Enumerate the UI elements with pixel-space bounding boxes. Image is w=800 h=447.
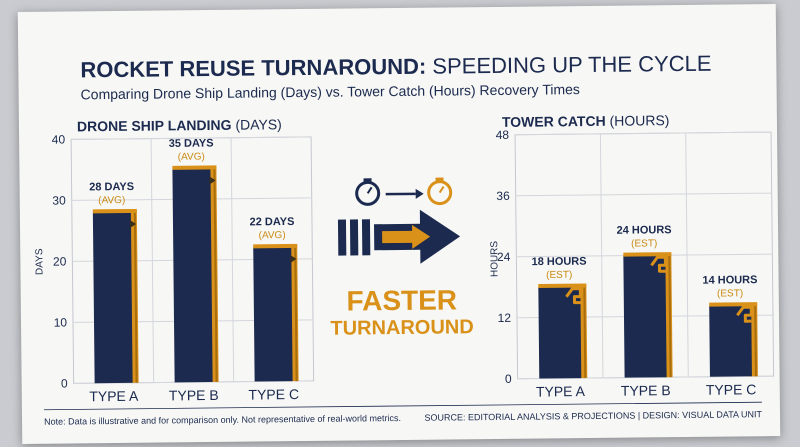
drone-ship-title-bold: DRONE SHIP LANDING [77,117,232,135]
drone-ship-y-tick-label: 0 [61,376,68,390]
drone-ship-bar-cap [172,165,217,170]
drone-ship-plot: 0 10 20 30 40 28 DAYS (AVG) TYPE A 35 DAYS (AVG) T… [52,132,315,405]
drone-ship-data-label: 28 DAYS [89,181,134,193]
drone-ship-bar-cap [253,243,298,249]
tower-catch-y-tick-label: 24 [497,250,511,264]
drone-ship-chart-title: DRONE SHIP LANDING (DAYS) [77,116,282,134]
tower-catch-y-tick-label: 36 [496,189,510,203]
drone-ship-column-divider [230,137,235,382]
tower-catch-bar-accent-edge [754,303,757,377]
turnaround-subline: TURNAROUND [330,316,474,339]
drone-ship-bar-marker [290,254,297,263]
tower-catch-gridline [515,192,772,197]
tower-catch-y-axis-label: HOURS [489,241,500,278]
tower-catch-data-label: 24 HOURS [617,224,672,237]
footer-divider [43,401,762,411]
tower-catch-title-bold: TOWER CATCH [502,113,606,130]
tower-catch-data-sublabel: (EST) [546,270,572,281]
tower-catch-y-tick-label: 12 [498,311,512,325]
drone-ship-bar-accent-edge [294,244,298,382]
arrow-right-icon [385,188,424,199]
infographic-canvas: ROCKET REUSE TURNAROUND: SPEEDING UP THE… [34,51,775,427]
tower-catch-data-label: 14 HOURS [702,274,757,287]
drone-ship-title-unit: (DAYS) [231,116,281,133]
drone-ship-column-divider [150,138,155,383]
tower-catch-bar-accent-edge [583,284,587,379]
tower-catch-category-label: TYPE B [621,382,671,399]
hook-icon [650,255,667,273]
drone-ship-bar-accent-edge [133,209,138,383]
drone-ship-bar [172,168,213,383]
tower-catch-data-label: 18 HOURS [531,256,586,269]
drone-ship-data-sublabel: (AVG) [259,230,286,241]
faster-headline: FASTER [346,284,457,316]
main-title-rest: SPEEDING UP THE CYCLE [426,51,712,79]
stopwatch-icon [355,178,381,206]
drone-ship-y-tick-label: 30 [52,193,66,207]
tower-catch-y-tick-label: 0 [505,372,512,386]
drone-ship-chart: DRONE SHIP LANDING (DAYS) DAYS 0 10 20 30 40… [34,116,315,405]
drone-ship-category-label: TYPE A [89,388,139,405]
tower-catch-chart: TOWER CATCH (HOURS) HOURS 0 12 24 36 48 18 HO… [489,112,775,400]
speed-arrow-icon [337,209,461,264]
tower-catch-data-sublabel: (EST) [631,238,657,249]
drone-ship-y-tick-label: 10 [54,315,68,329]
tower-catch-y-tick-label: 48 [496,128,510,142]
tower-catch-column-divider [599,133,604,378]
subtitle: Comparing Drone Ship Landing (Days) vs. … [81,81,580,102]
footer-note: Note: Data is illustrative and for compa… [44,413,401,427]
tower-catch-bar-cap [709,302,758,307]
tower-catch-data-sublabel: (EST) [717,288,743,299]
drone-ship-data-label: 22 DAYS [249,216,294,228]
tower-catch-category-label: TYPE C [706,381,757,398]
tower-catch-column-divider [685,132,689,377]
drone-ship-gridline [71,136,312,140]
drone-ship-bar-marker [129,220,136,229]
drone-ship-y-axis-label: DAYS [34,248,45,275]
drone-ship-y-tick-label: 40 [52,132,66,146]
hook-icon [736,305,753,323]
tower-catch-title-unit: (HOURS) [606,112,670,129]
tower-catch-chart-title: TOWER CATCH (HOURS) [502,112,670,130]
drone-ship-bar-accent-edge [213,166,218,382]
drone-ship-category-label: TYPE B [169,387,219,404]
main-title: ROCKET REUSE TURNAROUND: SPEEDING UP THE… [80,51,711,83]
drone-ship-y-tick-label: 20 [53,254,67,268]
drone-ship-data-label: 35 DAYS [169,137,214,149]
tower-catch-gridline [515,131,772,136]
drone-ship-bar [253,246,293,382]
main-title-bold: ROCKET REUSE TURNAROUND: [80,54,426,83]
infographic-sheet: ROCKET REUSE TURNAROUND: SPEEDING UP THE… [17,4,781,444]
tower-catch-bar-accent-edge [668,253,672,378]
drone-ship-bar-marker [209,176,216,185]
drone-ship-data-sublabel: (AVG) [178,152,205,163]
footer-source: SOURCE: EDITORIAL ANALYSIS & PROJECTIONS… [424,409,762,423]
tower-catch-bar [709,305,752,377]
drone-ship-data-sublabel: (AVG) [98,195,125,206]
stopwatch-icon [427,177,453,206]
tower-catch-bar [538,286,582,379]
center-graphic: FASTER TURNAROUND [330,177,474,340]
tower-catch-bar-cap [623,252,672,257]
drone-ship-bar [92,212,133,384]
hook-icon [565,287,582,305]
drone-ship-bar-cap [92,208,137,214]
drone-ship-category-label: TYPE C [248,386,299,403]
tower-catch-category-label: TYPE A [536,383,586,400]
tower-catch-bar-cap [538,283,587,289]
tower-catch-bar [623,255,667,378]
